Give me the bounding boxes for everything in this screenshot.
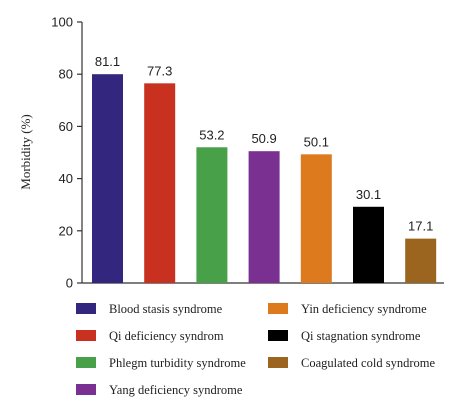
legend-swatch (76, 384, 96, 395)
y-tick-label: 100 (51, 15, 73, 30)
bar (248, 151, 280, 283)
y-tick-label: 40 (59, 171, 73, 186)
axes: 0 20 40 60 80 100 (51, 15, 444, 291)
bar (144, 83, 176, 284)
bar (300, 154, 332, 283)
data-label: 77.3 (147, 63, 172, 78)
legend-label: Yin deficiency syndrome (301, 302, 427, 316)
bar (92, 74, 123, 283)
y-tick-label: 80 (59, 67, 73, 82)
data-label: 81.1 (95, 54, 120, 69)
legend: Blood stasis syndrome Qi deficiency syndr… (76, 302, 435, 397)
legend-swatch (76, 303, 96, 314)
data-label: 50.9 (251, 131, 276, 146)
legend-label: Qi stagnation syndrome (301, 329, 421, 343)
bar (196, 147, 228, 283)
legend-swatch (268, 357, 288, 368)
y-axis-title: Morbidity (%) (18, 114, 33, 189)
data-label: 30.1 (356, 187, 381, 202)
legend-label: Phlegm turbidity syndrome (109, 356, 246, 370)
legend-swatch (76, 357, 96, 368)
y-tick-label: 20 (59, 223, 73, 238)
legend-swatch (76, 330, 96, 341)
legend-label: Qi deficiency syndrom (109, 329, 224, 343)
data-label: 53.2 (199, 127, 224, 142)
bar (405, 238, 437, 283)
legend-label: Yang deficiency syndrome (109, 383, 243, 397)
bar (353, 206, 384, 283)
legend-swatch (268, 330, 288, 341)
data-label: 50.1 (304, 134, 329, 149)
legend-label: Blood stasis syndrome (109, 302, 223, 316)
bars (92, 74, 437, 284)
legend-swatch (268, 303, 288, 314)
y-tick-label: 60 (59, 119, 73, 134)
y-tick-label: 0 (66, 276, 73, 291)
value-labels: 81.1 77.3 53.2 50.9 50.1 30.1 17.1 (95, 54, 434, 233)
data-label: 17.1 (408, 219, 433, 234)
legend-label: Coagulated cold syndrome (301, 356, 435, 370)
